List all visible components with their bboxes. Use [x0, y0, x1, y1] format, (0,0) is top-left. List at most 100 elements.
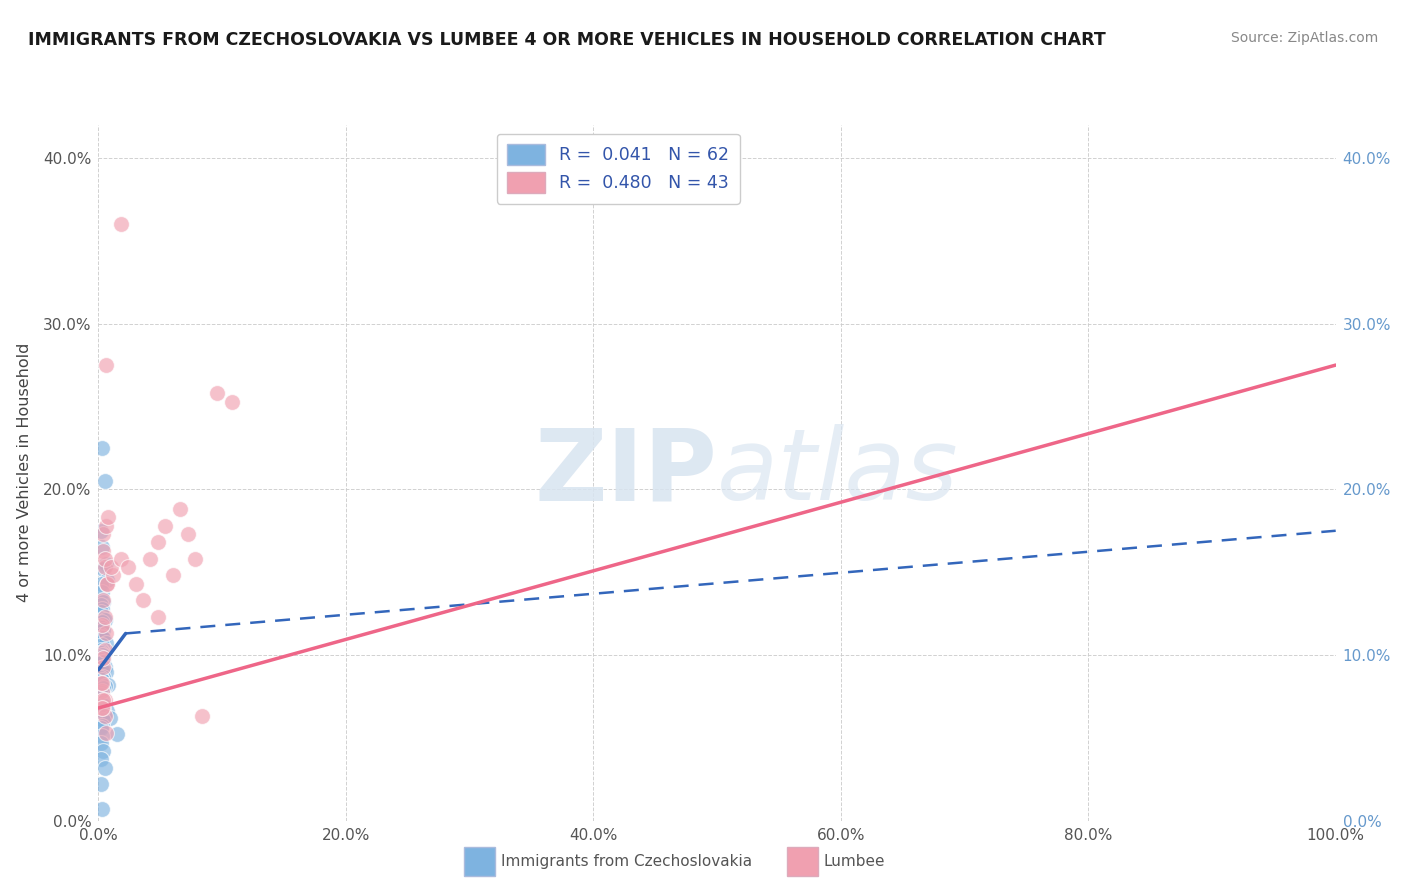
- Text: ZIP: ZIP: [534, 425, 717, 521]
- Point: [90, 628, 112, 642]
- Point: [93, 613, 115, 627]
- Point: [96, 576, 118, 591]
- Point: [90, 524, 112, 538]
- Point: [132, 593, 155, 607]
- Text: IMMIGRANTS FROM CZECHOSLOVAKIA VS LUMBEE 4 OR MORE VEHICLES IN HOUSEHOLD CORRELA: IMMIGRANTS FROM CZECHOSLOVAKIA VS LUMBEE…: [28, 31, 1107, 49]
- Point: [93, 698, 115, 712]
- Point: [91, 648, 114, 662]
- Point: [162, 568, 184, 582]
- Point: [93, 648, 115, 662]
- Point: [90, 620, 112, 634]
- Point: [91, 645, 114, 659]
- Point: [93, 692, 115, 706]
- Point: [91, 694, 114, 708]
- Point: [90, 671, 112, 685]
- Point: [93, 632, 115, 646]
- Point: [91, 618, 114, 632]
- Point: [155, 518, 177, 533]
- Point: [93, 713, 115, 727]
- Point: [90, 703, 112, 717]
- Point: [91, 585, 114, 599]
- Point: [90, 599, 112, 613]
- Point: [146, 610, 169, 624]
- Point: [93, 651, 115, 665]
- Point: [91, 701, 114, 715]
- Point: [97, 678, 120, 692]
- Legend: R =  0.041   N = 62, R =  0.480   N = 43: R = 0.041 N = 62, R = 0.480 N = 43: [496, 134, 740, 203]
- Point: [90, 646, 112, 660]
- Point: [93, 680, 115, 694]
- Point: [191, 709, 214, 723]
- Point: [93, 709, 115, 723]
- Text: Source: ZipAtlas.com: Source: ZipAtlas.com: [1230, 31, 1378, 45]
- Point: [90, 661, 112, 675]
- Point: [93, 560, 115, 574]
- Point: [98, 711, 121, 725]
- Point: [93, 659, 115, 673]
- Point: [91, 655, 114, 669]
- Point: [93, 552, 115, 566]
- Point: [93, 701, 115, 715]
- Point: [91, 638, 114, 652]
- Point: [93, 692, 115, 706]
- Point: [90, 696, 112, 710]
- Point: [93, 610, 115, 624]
- Point: [93, 659, 115, 673]
- Point: [93, 681, 115, 695]
- Y-axis label: 4 or more Vehicles in Household: 4 or more Vehicles in Household: [17, 343, 32, 602]
- Point: [184, 552, 207, 566]
- Point: [96, 576, 118, 591]
- Point: [91, 676, 114, 690]
- Point: [91, 541, 114, 555]
- Point: [97, 510, 120, 524]
- Point: [93, 562, 115, 576]
- Point: [103, 568, 125, 582]
- Point: [90, 721, 112, 735]
- Text: atlas: atlas: [717, 425, 959, 521]
- Point: [94, 557, 117, 571]
- Point: [91, 719, 114, 733]
- Point: [96, 574, 118, 588]
- Point: [91, 441, 114, 455]
- Point: [91, 802, 114, 816]
- Point: [169, 502, 191, 516]
- Point: [93, 643, 115, 657]
- Point: [221, 394, 243, 409]
- Point: [90, 676, 112, 690]
- Point: [100, 560, 122, 574]
- Point: [93, 595, 115, 609]
- Point: [110, 552, 132, 566]
- Point: [105, 727, 128, 741]
- Point: [91, 729, 114, 743]
- Point: [93, 655, 115, 669]
- Point: [205, 386, 228, 401]
- Point: [91, 684, 114, 698]
- Point: [93, 543, 115, 558]
- Point: [117, 560, 139, 574]
- Point: [91, 622, 114, 636]
- Point: [90, 649, 112, 664]
- Point: [91, 601, 114, 615]
- Point: [96, 704, 118, 718]
- Point: [93, 623, 115, 637]
- Point: [94, 726, 117, 740]
- Point: [93, 611, 115, 625]
- Point: [124, 576, 146, 591]
- Text: Lumbee: Lumbee: [824, 855, 886, 869]
- Point: [93, 744, 115, 758]
- Point: [90, 576, 112, 591]
- Point: [110, 217, 132, 231]
- Point: [90, 736, 112, 750]
- Point: [94, 665, 117, 679]
- Point: [91, 663, 114, 677]
- Point: [94, 518, 117, 533]
- Point: [90, 653, 112, 667]
- Point: [93, 761, 115, 775]
- Point: [93, 527, 115, 541]
- Point: [93, 474, 115, 488]
- Point: [91, 615, 114, 629]
- Point: [93, 669, 115, 683]
- Text: Immigrants from Czechoslovakia: Immigrants from Czechoslovakia: [501, 855, 752, 869]
- Point: [90, 643, 112, 657]
- Point: [91, 686, 114, 700]
